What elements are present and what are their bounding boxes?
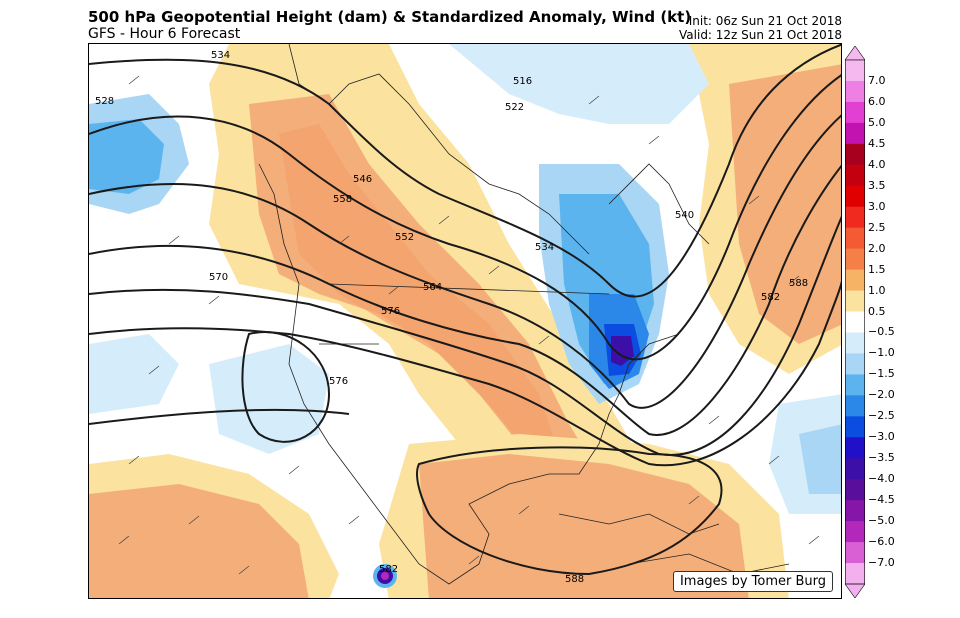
colorbar-segment: [845, 290, 865, 313]
colorbar-tick-label: −1.5: [868, 367, 895, 381]
colorbar-tick-label: 4.5: [868, 136, 886, 150]
colorbar-tick-label: 5.0: [868, 115, 886, 129]
colorbar-segment: [845, 248, 865, 271]
colorbar-tick-label: 0.5: [868, 304, 886, 318]
colorbar-segment: [845, 227, 865, 250]
contour-label: 588: [565, 574, 584, 585]
contour-label-group: 534 528 516 522 546 558 552 534 540 564 …: [95, 50, 808, 585]
contour-label: 534: [211, 50, 230, 61]
negative-anomaly-shading: [89, 44, 841, 588]
colorbar-segment: [845, 185, 865, 208]
colorbar-tick-label: −4.5: [868, 493, 895, 507]
colorbar-segment: [845, 521, 865, 543]
colorbar-segment: [845, 500, 865, 522]
colorbar-tick-label: 2.0: [868, 241, 886, 255]
colorbar-tick-label: −3.0: [868, 430, 895, 444]
colorbar-segment: [845, 458, 865, 480]
height-contours: [89, 44, 841, 576]
colorbar-segment: [845, 60, 865, 82]
contour-label: 576: [381, 306, 400, 317]
colorbar-segment: [845, 122, 865, 145]
colorbar-tick-label: −4.0: [868, 472, 895, 486]
colorbar-segment: [845, 269, 865, 292]
weather-map: 534 528 516 522 546 558 552 534 540 564 …: [88, 43, 842, 599]
colorbar-segment: [845, 437, 865, 459]
anomaly-colorbar: [844, 45, 866, 599]
colorbar-tick-label: 4.0: [868, 157, 886, 171]
colorbar-segment: [845, 332, 865, 354]
contour-label: 576: [329, 376, 348, 387]
colorbar-tick-label: −5.0: [868, 514, 895, 528]
colorbar-segment: [845, 311, 865, 333]
colorbar-tick-label: 2.5: [868, 220, 886, 234]
credit-badge: Images by Tomer Burg: [672, 571, 833, 592]
contour-label: 558: [333, 194, 352, 205]
valid-time: Valid: 12z Sun 21 Oct 2018: [679, 28, 842, 42]
contour-label: 528: [95, 96, 114, 107]
colorbar-top-arrow: [844, 45, 866, 61]
map-canvas: 534 528 516 522 546 558 552 534 540 564 …: [89, 44, 841, 598]
contour-label: 582: [379, 564, 398, 575]
colorbar-segment: [845, 416, 865, 438]
colorbar-tick-label: −2.5: [868, 409, 895, 423]
colorbar-segment: [845, 563, 865, 585]
colorbar-svg: [844, 45, 866, 599]
colorbar-tick-label: 1.5: [868, 262, 886, 276]
colorbar-segment: [845, 164, 865, 187]
colorbar-segment: [845, 542, 865, 564]
colorbar-segment: [845, 395, 865, 417]
colorbar-segment: [845, 206, 865, 229]
colorbar-segment: [845, 80, 865, 103]
colorbar-segment: [845, 374, 865, 396]
colorbar-tick-label: −0.5: [868, 325, 895, 339]
init-time: Init: 06z Sun 21 Oct 2018: [688, 14, 842, 28]
map-subtitle: GFS - Hour 6 Forecast: [88, 26, 241, 42]
colorbar-segment: [845, 101, 865, 124]
contour-label: 582: [761, 292, 780, 303]
colorbar-border: [845, 59, 865, 585]
colorbar-tick-label: 7.0: [868, 73, 886, 87]
colorbar-segment: [845, 479, 865, 501]
colorbar-tick-label: 1.0: [868, 283, 886, 297]
contour-label: 546: [353, 174, 372, 185]
contour-label: 522: [505, 102, 524, 113]
contour-label: 540: [675, 210, 694, 221]
colorbar-tick-label: −7.0: [868, 556, 895, 570]
colorbar-tick-label: 6.0: [868, 94, 886, 108]
map-title: 500 hPa Geopotential Height (dam) & Stan…: [88, 8, 692, 26]
contour-label: 516: [513, 76, 532, 87]
contour-label: 534: [535, 242, 554, 253]
colorbar-tick-label: 3.0: [868, 199, 886, 213]
colorbar-segment: [845, 353, 865, 375]
contour-label: 552: [395, 232, 414, 243]
contour-label: 588: [789, 278, 808, 289]
contour-label: 570: [209, 272, 228, 283]
contour-label: 564: [423, 282, 442, 293]
colorbar-tick-label: −2.0: [868, 388, 895, 402]
coastlines: [258, 44, 790, 585]
colorbar-tick-label: 3.5: [868, 178, 886, 192]
wind-barbs: [118, 75, 820, 575]
colorbar-tick-label: −3.5: [868, 451, 895, 465]
colorbar-segment: [845, 143, 865, 166]
colorbar-bottom-arrow: [844, 583, 866, 599]
colorbar-tick-label: −1.0: [868, 346, 895, 360]
colorbar-tick-label: −6.0: [868, 535, 895, 549]
